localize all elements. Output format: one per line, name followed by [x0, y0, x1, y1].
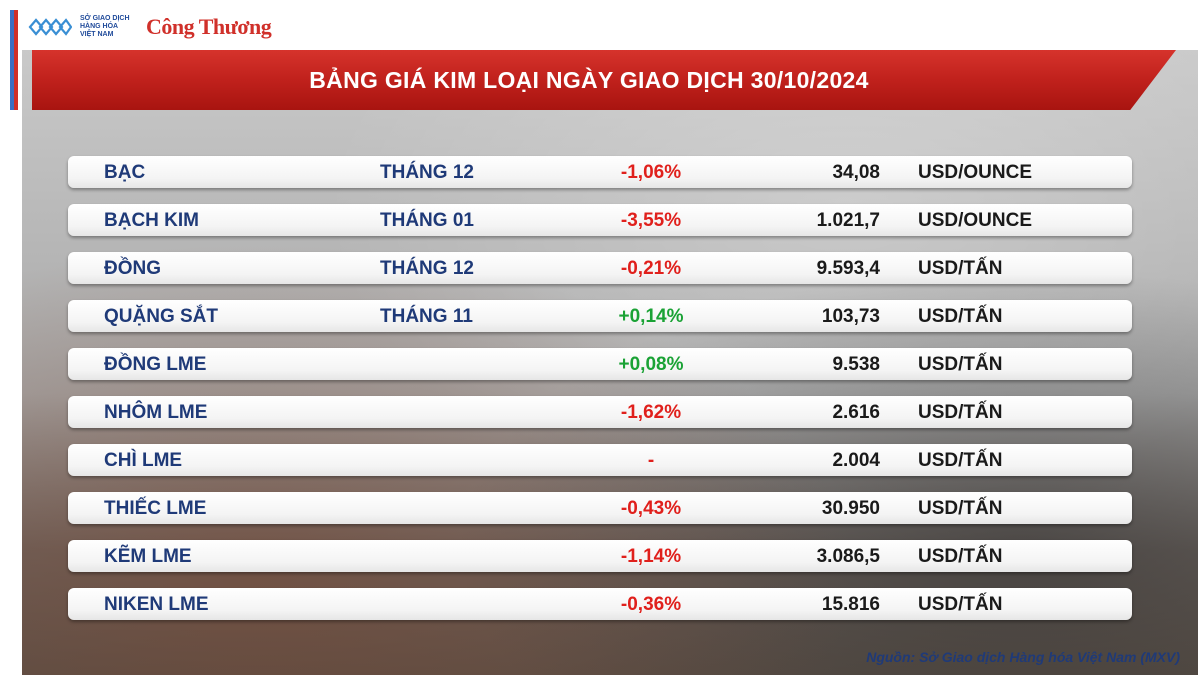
metal-name: NHÔM LME	[104, 402, 208, 423]
price-value: 2.004	[832, 450, 880, 471]
price-value: 3.086,5	[816, 546, 880, 567]
price-value: 1.021,7	[816, 210, 880, 231]
table-row: THIẾC LME -0,43% 30.950 USD/TẤN	[68, 492, 1132, 524]
cong-thuong-logo: Công Thương	[146, 14, 272, 39]
metal-name: ĐỒNG LME	[104, 354, 207, 375]
source-note: Nguồn: Sở Giao dịch Hàng hóa Việt Nam (M…	[866, 649, 1180, 665]
price-value: 103,73	[821, 306, 880, 327]
price-change: -	[647, 450, 655, 471]
table-row: BẠC THÁNG 12 -1,06% 34,08 USD/OUNCE	[68, 156, 1132, 188]
mxv-logo-text: SỞ GIAO DỊCH HÀNG HÓA VIỆT NAM	[80, 15, 130, 38]
price-change: -1,06%	[620, 162, 682, 183]
contract-month: THÁNG 12	[380, 162, 474, 183]
table-row: NHÔM LME -1,62% 2.616 USD/TẤN	[68, 396, 1132, 428]
price-value: 34,08	[832, 162, 880, 183]
table-row: NIKEN LME -0,36% 15.816 USD/TẤN	[68, 588, 1132, 620]
price-unit: USD/OUNCE	[918, 210, 1033, 231]
metal-name: BẠC	[104, 162, 146, 183]
price-value: 15.816	[821, 594, 880, 615]
price-change: -0,21%	[620, 258, 682, 279]
price-unit: USD/OUNCE	[918, 162, 1033, 183]
price-value: 9.593,4	[816, 258, 880, 279]
mxv-logo-icon	[28, 14, 72, 40]
title-banner: BẢNG GIÁ KIM LOẠI NGÀY GIAO DỊCH 30/10/2…	[32, 50, 1176, 110]
contract-month: THÁNG 01	[380, 210, 474, 231]
price-value: 2.616	[832, 402, 880, 423]
metal-name: NIKEN LME	[104, 594, 209, 615]
price-change: -1,14%	[620, 546, 682, 567]
price-unit: USD/TẤN	[918, 594, 1003, 615]
table-row: KẼM LME -1,14% 3.086,5 USD/TẤN	[68, 540, 1132, 572]
price-change: +0,14%	[618, 306, 684, 327]
price-table: BẠC THÁNG 12 -1,06% 34,08 USD/OUNCE BẠCH KIM T…	[68, 156, 1132, 636]
table-row: CHÌ LME - 2.004 USD/TẤN	[68, 444, 1132, 476]
metal-name: ĐỒNG	[104, 258, 161, 279]
price-unit: USD/TẤN	[918, 546, 1003, 567]
metal-name: THIẾC LME	[104, 498, 207, 519]
contract-month: THÁNG 11	[380, 306, 473, 327]
price-change: +0,08%	[618, 354, 684, 375]
metal-name: KẼM LME	[104, 546, 192, 567]
price-value: 9.538	[832, 354, 880, 375]
price-change: -0,36%	[620, 594, 682, 615]
contract-month: THÁNG 12	[380, 258, 474, 279]
price-change: -0,43%	[620, 498, 682, 519]
table-row: QUẶNG SẮT THÁNG 11 +0,14% 103,73 USD/TẤN	[68, 300, 1132, 332]
accent-bar	[10, 10, 18, 110]
price-change: -3,55%	[620, 210, 682, 231]
table-row: ĐỒNG THÁNG 12 -0,21% 9.593,4 USD/TẤN	[68, 252, 1132, 284]
price-unit: USD/TẤN	[918, 402, 1003, 423]
price-unit: USD/TẤN	[918, 306, 1003, 327]
table-row: BẠCH KIM THÁNG 01 -3,55% 1.021,7 USD/OUNCE	[68, 204, 1132, 236]
metal-name: CHÌ LME	[104, 450, 183, 471]
metal-name: BẠCH KIM	[104, 210, 199, 231]
price-value: 30.950	[821, 498, 880, 519]
price-unit: USD/TẤN	[918, 354, 1003, 375]
price-unit: USD/TẤN	[918, 258, 1003, 279]
metal-name: QUẶNG SẮT	[104, 306, 218, 327]
price-unit: USD/TẤN	[918, 498, 1003, 519]
page-title: BẢNG GIÁ KIM LOẠI NGÀY GIAO DỊCH 30/10/2…	[309, 66, 869, 93]
price-unit: USD/TẤN	[918, 450, 1003, 471]
price-change: -1,62%	[620, 402, 682, 423]
table-row: ĐỒNG LME +0,08% 9.538 USD/TẤN	[68, 348, 1132, 380]
logo-area: SỞ GIAO DỊCH HÀNG HÓA VIỆT NAM Công Thươ…	[28, 8, 272, 46]
